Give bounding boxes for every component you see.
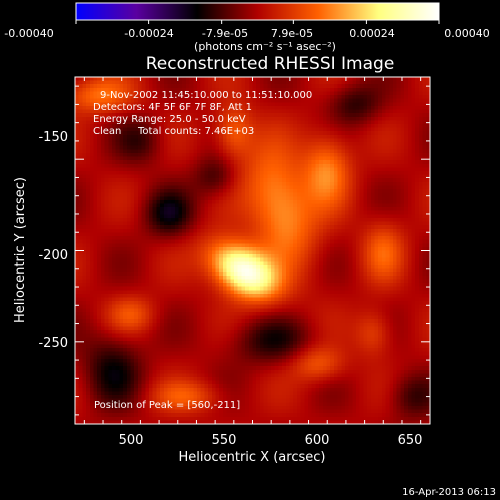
annotation-time: 9-Nov-2002 11:45:10.000 to 11:51:10.000	[100, 90, 312, 101]
heatmap-image	[75, 77, 430, 424]
colorbar-tick-label: 7.9e-05	[271, 27, 313, 40]
x-tick-label: 600	[305, 433, 330, 448]
axis-ticks	[75, 77, 430, 424]
colorbar-ticks	[75, 20, 440, 24]
y-tick-label: -250	[38, 336, 68, 351]
colorbar-units: (photons cm⁻² s⁻¹ asec⁻²)	[194, 40, 336, 53]
annotation-energy: Energy Range: 25.0 - 50.0 keV	[93, 114, 246, 125]
footer-timestamp: 16-Apr-2013 06:13	[402, 487, 496, 498]
colorbar-tick-label: 0.00040	[444, 27, 490, 40]
annotation-clean: Clean	[93, 126, 121, 137]
annotation-peak: Position of Peak = [560,-211]	[94, 400, 240, 411]
y-tick-label: -200	[38, 248, 68, 263]
x-tick-label: 650	[398, 433, 423, 448]
colorbar-frame	[75, 2, 440, 21]
x-tick-label: 550	[212, 433, 237, 448]
colorbar-tick-label: -0.00024	[124, 27, 173, 40]
chart-title: Reconstructed RHESSI Image	[146, 54, 395, 74]
y-axis-title: Heliocentric Y (arcsec)	[13, 177, 28, 323]
colorbar-tick-label: -7.9e-05	[202, 27, 248, 40]
colorbar-gradient	[76, 3, 439, 20]
x-tick-label: 500	[119, 433, 144, 448]
annotation-counts: Total counts: 7.46E+03	[137, 126, 254, 137]
annotation-detectors: Detectors: 4F 5F 6F 7F 8F, Att 1	[93, 102, 252, 113]
colorbar: -0.00040 -0.00024 -7.9e-05 7.9e-05 0.000…	[4, 2, 490, 53]
x-axis-title: Heliocentric X (arcsec)	[179, 450, 326, 465]
colorbar-tick-label: -0.00040	[4, 27, 53, 40]
colorbar-tick-label: 0.00024	[349, 27, 395, 40]
y-tick-label: -150	[38, 130, 68, 145]
